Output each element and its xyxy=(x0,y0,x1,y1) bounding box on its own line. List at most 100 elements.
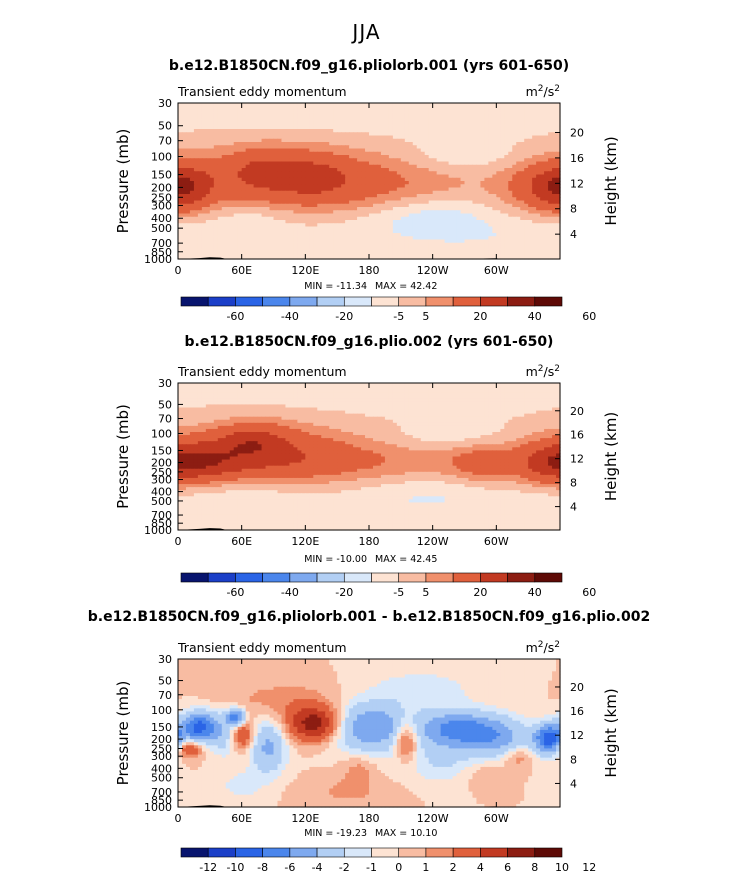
heatmap-cell xyxy=(396,177,402,182)
colorbar-swatch xyxy=(289,296,318,307)
heatmap-cell xyxy=(225,106,231,111)
heatmap-cell xyxy=(337,184,342,189)
heatmap-cell xyxy=(217,142,223,146)
heatmap-cell xyxy=(333,129,338,133)
heatmap-cell xyxy=(281,129,287,133)
heatmap-cell xyxy=(357,181,362,185)
heatmap-cell xyxy=(424,125,430,130)
heatmap-cell xyxy=(345,155,350,159)
heatmap-cell xyxy=(484,151,489,156)
heatmap-cell xyxy=(349,125,354,130)
heatmap-cell xyxy=(440,161,446,166)
heatmap-cell xyxy=(289,129,294,133)
heatmap-cell xyxy=(345,151,350,156)
heatmap-cell xyxy=(556,158,561,163)
heatmap-cell xyxy=(229,158,235,163)
heatmap-cell xyxy=(468,181,474,185)
heatmap-cell xyxy=(496,174,501,179)
heatmap-cell xyxy=(233,119,239,124)
heatmap-cell xyxy=(225,168,231,172)
heatmap-cell xyxy=(436,129,442,133)
heatmap-cell xyxy=(428,184,434,189)
heatmap-cell xyxy=(424,135,430,140)
heatmap-cell xyxy=(197,145,203,150)
heatmap-cell xyxy=(325,177,330,182)
heatmap-cell xyxy=(301,177,306,182)
heatmap-cell xyxy=(325,125,330,130)
heatmap-cell xyxy=(337,145,342,150)
heatmap-cell xyxy=(265,106,271,111)
heatmap-cell xyxy=(544,161,549,166)
heatmap-cell xyxy=(257,119,263,124)
heatmap-cell xyxy=(464,155,470,159)
heatmap-cell xyxy=(520,151,525,156)
heatmap-cell xyxy=(209,151,215,156)
heatmap-cell xyxy=(325,109,330,114)
heatmap-cell xyxy=(313,142,318,146)
heatmap-cell xyxy=(249,184,255,189)
heatmap-cell xyxy=(313,155,318,159)
heatmap-cell xyxy=(273,142,279,146)
heatmap-cell xyxy=(205,125,211,130)
heatmap-cell xyxy=(241,171,247,176)
heatmap-cell xyxy=(496,122,501,127)
heatmap-cell xyxy=(396,184,402,189)
heatmap-cell xyxy=(384,129,390,133)
heatmap-cell xyxy=(436,106,442,111)
heatmap-cell xyxy=(544,142,549,146)
heatmap-cell xyxy=(329,138,334,143)
heatmap-cell xyxy=(265,174,271,179)
heatmap-cell xyxy=(357,112,362,117)
heatmap-cell xyxy=(365,177,370,182)
heatmap-cell xyxy=(384,142,390,146)
heatmap-cell xyxy=(432,145,438,150)
heatmap-cell xyxy=(388,132,394,137)
heatmap-cell xyxy=(189,125,195,130)
heatmap-cell xyxy=(178,171,183,176)
heatmap-cell xyxy=(376,106,382,111)
heatmap-cell xyxy=(416,129,422,133)
heatmap-cell xyxy=(556,109,561,114)
heatmap-cell xyxy=(225,129,231,133)
heatmap-cell xyxy=(428,148,434,153)
heatmap-cell xyxy=(265,109,271,114)
heatmap-cell xyxy=(440,168,446,172)
heatmap-cell xyxy=(524,145,529,150)
heatmap-cell xyxy=(396,135,402,140)
heatmap-cell xyxy=(333,184,338,189)
heatmap-cell xyxy=(189,151,195,156)
heatmap-cell xyxy=(285,164,291,169)
heatmap-cell xyxy=(528,129,533,133)
heatmap-cell xyxy=(361,116,366,120)
heatmap-cell xyxy=(265,103,271,107)
heatmap-cell xyxy=(556,112,561,117)
heatmap-cell xyxy=(229,116,235,120)
heatmap-cell xyxy=(404,148,410,153)
heatmap-cell xyxy=(452,103,458,107)
heatmap-cell xyxy=(285,155,291,159)
heatmap-cell xyxy=(496,148,501,153)
heatmap-cell xyxy=(205,161,211,166)
heatmap-cell xyxy=(269,184,275,189)
heatmap-cell xyxy=(269,138,275,143)
heatmap-cell xyxy=(321,168,326,172)
heatmap-cell xyxy=(376,145,382,150)
heatmap-cell xyxy=(229,106,235,111)
heatmap-cell xyxy=(556,184,561,189)
heatmap-cell xyxy=(468,184,474,189)
heatmap-cell xyxy=(520,119,525,124)
heatmap-cell xyxy=(460,164,466,169)
heatmap-cell xyxy=(197,135,203,140)
heatmap-cell xyxy=(241,135,247,140)
heatmap-cell xyxy=(269,125,275,130)
heatmap-cell xyxy=(512,103,517,107)
heatmap-cell xyxy=(372,112,378,117)
heatmap-cell xyxy=(464,151,470,156)
heatmap-cell xyxy=(297,106,302,111)
heatmap-cell xyxy=(444,106,450,111)
heatmap-cell xyxy=(408,122,414,127)
heatmap-cell xyxy=(532,116,537,120)
heatmap-cell xyxy=(416,155,422,159)
heatmap-cell xyxy=(472,181,478,185)
heatmap-cell xyxy=(420,112,426,117)
